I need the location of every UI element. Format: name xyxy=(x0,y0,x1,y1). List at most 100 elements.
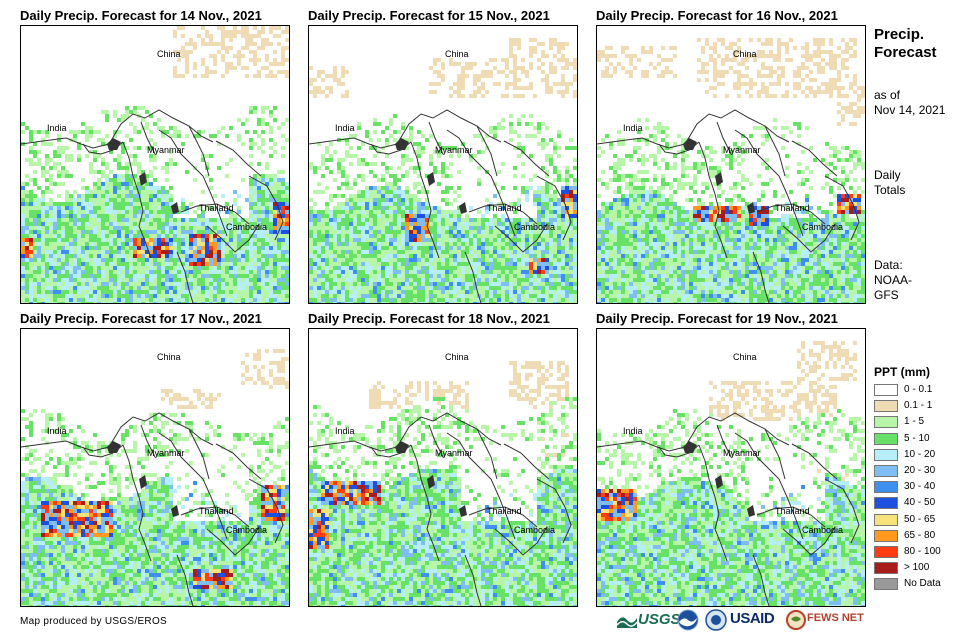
precip-cell xyxy=(505,250,509,254)
precip-cell xyxy=(701,50,705,54)
precip-cell xyxy=(273,254,277,258)
precip-cell xyxy=(421,266,425,270)
precip-cell xyxy=(413,266,417,270)
precip-cell xyxy=(381,274,385,278)
precip-cell xyxy=(401,246,405,250)
precip-cell xyxy=(373,278,377,282)
precip-cell xyxy=(57,254,61,258)
precip-cell xyxy=(273,214,277,218)
precip-cell xyxy=(489,226,493,230)
precip-cell xyxy=(573,270,577,274)
precip-cell xyxy=(545,198,549,202)
precip-cell xyxy=(61,202,65,206)
precip-cell xyxy=(761,62,765,66)
precip-cell xyxy=(553,38,557,42)
precip-cell xyxy=(345,250,349,254)
precip-cell xyxy=(505,254,509,258)
precip-cell xyxy=(277,70,281,74)
precip-cell xyxy=(801,62,805,66)
precip-cell xyxy=(513,226,517,230)
precip-cell xyxy=(165,270,169,274)
precip-cell xyxy=(189,242,193,246)
precip-cell xyxy=(345,278,349,282)
precip-cell xyxy=(545,298,549,302)
precip-cell xyxy=(57,266,61,270)
precip-cell xyxy=(201,270,205,274)
precip-cell xyxy=(549,138,553,142)
precip-cell xyxy=(261,274,265,278)
precip-cell xyxy=(573,146,577,150)
precip-cell xyxy=(413,278,417,282)
precip-cell xyxy=(77,234,81,238)
precip-cell xyxy=(61,258,65,262)
precip-cell xyxy=(113,262,117,266)
precip-cell xyxy=(337,170,341,174)
precip-cell xyxy=(313,254,317,258)
precip-cell xyxy=(49,298,53,302)
precip-cell xyxy=(469,294,473,298)
precip-cell xyxy=(513,186,517,190)
precip-cell xyxy=(33,130,37,134)
precip-cell xyxy=(117,178,121,182)
precip-cell xyxy=(489,230,493,234)
precip-cell xyxy=(533,246,537,250)
precip-cell xyxy=(357,262,361,266)
precip-cell xyxy=(525,134,529,138)
precip-cell xyxy=(401,126,405,130)
precip-cell xyxy=(769,66,773,70)
precip-cell xyxy=(377,122,381,126)
precip-cell xyxy=(569,266,573,270)
precip-cell xyxy=(213,70,217,74)
precip-cell xyxy=(121,262,125,266)
precip-cell xyxy=(257,122,261,126)
precip-cell xyxy=(525,254,529,258)
precip-cell xyxy=(565,198,569,202)
precip-cell xyxy=(161,254,165,258)
precip-cell xyxy=(45,202,49,206)
precip-cell xyxy=(449,186,453,190)
precip-cell xyxy=(445,174,449,178)
precip-cell xyxy=(125,294,129,298)
precip-cell xyxy=(389,122,393,126)
precip-cell xyxy=(57,286,61,290)
precip-cell xyxy=(321,158,325,162)
precip-cell xyxy=(109,186,113,190)
precip-cell xyxy=(421,262,425,266)
precip-cell xyxy=(513,302,517,303)
precip-cell xyxy=(521,66,525,70)
precip-cell xyxy=(37,226,41,230)
precip-cell xyxy=(249,226,253,230)
precip-cell xyxy=(373,230,377,234)
precip-cell xyxy=(125,114,129,118)
precip-cell xyxy=(97,258,101,262)
precip-cell xyxy=(425,214,429,218)
precip-cell xyxy=(517,274,521,278)
precip-cell xyxy=(541,278,545,282)
precip-cell xyxy=(461,218,465,222)
precip-cell xyxy=(257,226,261,230)
precip-cell xyxy=(565,202,569,206)
precip-cell xyxy=(473,230,477,234)
precip-cell xyxy=(397,302,401,303)
precip-cell xyxy=(85,234,89,238)
precip-cell xyxy=(545,186,549,190)
precip-cell xyxy=(205,238,209,242)
precip-cell xyxy=(545,238,549,242)
precip-cell xyxy=(193,210,197,214)
precip-cell xyxy=(217,274,221,278)
precip-cell xyxy=(365,278,369,282)
precip-cell xyxy=(333,298,337,302)
precip-cell xyxy=(389,278,393,282)
precip-cell xyxy=(29,130,33,134)
precip-cell xyxy=(573,66,577,70)
precip-cell xyxy=(113,110,117,114)
precip-cell xyxy=(413,286,417,290)
precip-cell xyxy=(213,230,217,234)
precip-cell xyxy=(481,282,485,286)
precip-cell xyxy=(781,74,785,78)
precip-cell xyxy=(149,302,153,303)
precip-cell xyxy=(609,46,613,50)
precip-cell xyxy=(513,258,517,262)
precip-cell xyxy=(249,266,253,270)
